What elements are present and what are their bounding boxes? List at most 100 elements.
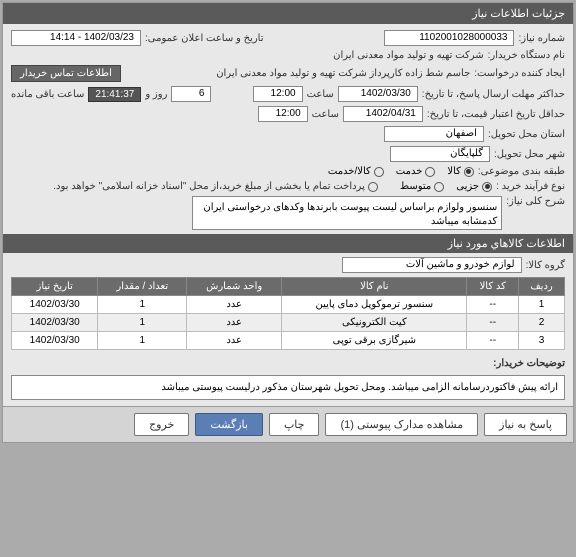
panel-title: جزئیات اطلاعات نیاز (3, 3, 573, 24)
time-label-1: ساعت (307, 89, 334, 100)
row-group: گروه کالا: لوازم خودرو و ماشین آلات (11, 257, 565, 273)
table-row: 2--کیت الکترونیکیعدد11402/03/30 (12, 314, 565, 332)
row-need-no: شماره نیاز: 1102001028000033 تاریخ و ساع… (11, 30, 565, 46)
valid-label: حداقل تاریخ اعتبار قیمت، تا تاریخ: (427, 109, 565, 120)
buyer-notes-box: ارائه پیش فاکتوردرسامانه الزامی میباشد. … (11, 375, 565, 400)
table-cell: شیرگازی برقی توپی (282, 332, 467, 350)
panel-body: شماره نیاز: 1102001028000033 تاریخ و ساع… (3, 24, 573, 406)
days-label: روز و (145, 89, 167, 100)
radio-partial[interactable]: جزیی (456, 181, 492, 192)
attachments-button[interactable]: مشاهده مدارک پیوستی (1) (325, 413, 478, 436)
valid-time: 12:00 (258, 106, 308, 122)
province-value: اصفهان (384, 126, 484, 142)
radio-goods-label: کالا (447, 166, 461, 177)
radio-both[interactable]: کالا/خدمت (328, 166, 384, 177)
back-button[interactable]: بازگشت (195, 413, 263, 436)
desc-label: شرح کلی نیاز: (506, 196, 565, 207)
days-remain: 6 (171, 86, 211, 102)
items-table: ردیف کد کالا نام کالا واحد شمارش تعداد /… (11, 277, 565, 350)
process-note: پرداخت تمام یا بخشی از مبلغ خرید،از محل … (53, 181, 365, 192)
class-label: طبقه بندی موضوعی: (478, 166, 565, 177)
announce-label: تاریخ و ساعت اعلان عمومی: (145, 33, 264, 44)
table-cell: -- (467, 332, 519, 350)
print-button[interactable]: چاپ (269, 413, 320, 436)
deadline-time: 12:00 (253, 86, 303, 102)
group-label: گروه کالا: (526, 260, 565, 271)
table-row: 1--سنسور ترموکوپل دمای پایینعدد11402/03/… (12, 296, 565, 314)
buyer-label: نام دستگاه خریدار: (488, 50, 565, 61)
process-note-check: پرداخت تمام یا بخشی از مبلغ خرید،از محل … (53, 181, 378, 192)
radio-dot-service (425, 167, 435, 177)
time-remain: 21:41:37 (88, 87, 141, 102)
radio-medium-label: متوسط (400, 181, 431, 192)
row-valid: حداقل تاریخ اعتبار قیمت، تا تاریخ: 1402/… (11, 106, 565, 122)
row-buyer-notes: توضیحات خریدار: (11, 358, 565, 369)
col-row: ردیف (519, 278, 565, 296)
row-city: شهر محل تحویل: گلپایگان (11, 146, 565, 162)
radio-service-label: خدمت (396, 166, 423, 177)
buyer-value: شرکت تهیه و تولید مواد معدنی ایران (333, 50, 484, 61)
table-cell: -- (467, 314, 519, 332)
table-cell: عدد (187, 296, 282, 314)
radio-dot-medium (434, 182, 444, 192)
radio-medium[interactable]: متوسط (400, 181, 444, 192)
announce-value: 1402/03/23 - 14:14 (11, 30, 141, 46)
province-label: استان محل تحویل: (488, 129, 565, 140)
process-label: نوع فرآیند خرید : (496, 181, 565, 192)
deadline-date: 1402/03/30 (338, 86, 418, 102)
row-class: طبقه بندی موضوعی: کالا خدمت کالا/خدمت (11, 166, 565, 177)
radio-both-label: کالا/خدمت (328, 166, 371, 177)
radio-dot-partial (482, 182, 492, 192)
table-cell: 1 (519, 296, 565, 314)
table-cell: عدد (187, 332, 282, 350)
table-cell: -- (467, 296, 519, 314)
radio-service[interactable]: خدمت (396, 166, 436, 177)
table-cell: 2 (519, 314, 565, 332)
radio-goods[interactable]: کالا (447, 166, 474, 177)
city-value: گلپایگان (390, 146, 490, 162)
row-requester: ایجاد کننده درخواست: جاسم شط زاده کارپرد… (11, 65, 565, 82)
radio-dot-goods (464, 167, 474, 177)
table-cell: 1 (98, 314, 187, 332)
requester-label: ایجاد کننده درخواست: (474, 68, 565, 79)
table-cell: 1402/03/30 (12, 296, 98, 314)
row-desc: شرح کلی نیاز: سنسور ولوازم براساس لیست پ… (11, 196, 565, 230)
col-code: کد کالا (467, 278, 519, 296)
exit-button[interactable]: خروج (134, 413, 189, 436)
col-name: نام کالا (282, 278, 467, 296)
footer-bar: پاسخ به نیاز مشاهده مدارک پیوستی (1) چاپ… (3, 406, 573, 442)
process-note-dot (368, 182, 378, 192)
col-qty: تعداد / مقدار (98, 278, 187, 296)
buyer-notes-label: توضیحات خریدار: (493, 358, 565, 369)
need-no-value: 1102001028000033 (384, 30, 514, 46)
main-panel: جزئیات اطلاعات نیاز شماره نیاز: 11020010… (2, 2, 574, 443)
row-process: نوع فرآیند خرید : جزیی متوسط پرداخت تمام… (11, 181, 565, 192)
table-cell: سنسور ترموکوپل دمای پایین (282, 296, 467, 314)
table-cell: 1402/03/30 (12, 332, 98, 350)
col-date: تاریخ نیاز (12, 278, 98, 296)
contact-buyer-button[interactable]: اطلاعات تماس خریدار (11, 65, 121, 82)
time-label-2: ساعت (312, 109, 339, 120)
table-cell: عدد (187, 314, 282, 332)
items-header: اطلاعات کالاهاي مورد نياز (3, 234, 573, 253)
table-row: 3--شیرگازی برقی توپیعدد11402/03/30 (12, 332, 565, 350)
group-value: لوازم خودرو و ماشین آلات (342, 257, 522, 273)
table-cell: 1 (98, 332, 187, 350)
remain-label: ساعت باقی مانده (11, 89, 84, 100)
table-cell: 3 (519, 332, 565, 350)
table-cell: کیت الکترونیکی (282, 314, 467, 332)
process-radio-group: جزیی متوسط (400, 181, 492, 192)
deadline-label: حداکثر مهلت ارسال پاسخ، تا تاریخ: (422, 89, 565, 100)
respond-button[interactable]: پاسخ به نیاز (484, 413, 567, 436)
table-header-row: ردیف کد کالا نام کالا واحد شمارش تعداد /… (12, 278, 565, 296)
class-radio-group: کالا خدمت کالا/خدمت (328, 166, 474, 177)
requester-value: جاسم شط زاده کارپرداز شرکت تهیه و تولید … (216, 68, 470, 79)
row-buyer: نام دستگاه خریدار: شرکت تهیه و تولید موا… (11, 50, 565, 61)
radio-dot-both (374, 167, 384, 177)
row-deadline: حداکثر مهلت ارسال پاسخ، تا تاریخ: 1402/0… (11, 86, 565, 102)
row-province: استان محل تحویل: اصفهان (11, 126, 565, 142)
table-cell: 1 (98, 296, 187, 314)
desc-value: سنسور ولوازم براساس لیست پیوست بابرندها … (192, 196, 502, 230)
city-label: شهر محل تحویل: (494, 149, 565, 160)
table-cell: 1402/03/30 (12, 314, 98, 332)
